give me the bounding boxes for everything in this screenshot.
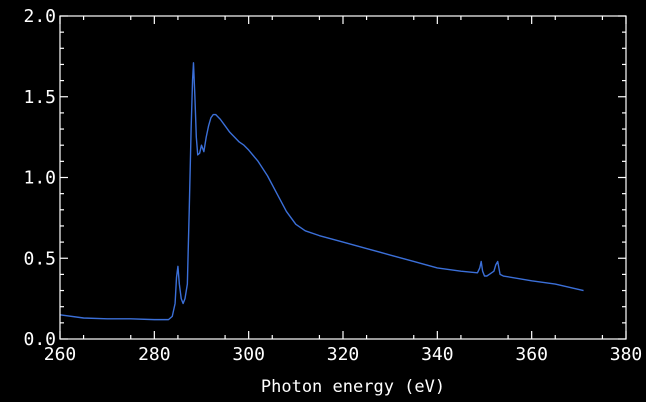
y-tick-label: 1.5 [23,87,56,108]
y-tick-label: 0.5 [23,248,56,269]
y-tick-label: 0.0 [23,329,56,350]
series-layer [59,62,584,321]
x-tick-label: 260 [44,344,77,365]
plot-frame [59,15,627,340]
x-tick-label: 320 [327,344,360,365]
x-axis-title: Photon energy (eV) [261,377,445,397]
series-line [59,62,584,321]
x-tick-label: 360 [515,344,548,365]
x-tick-label: 300 [232,344,265,365]
y-tick-label: 2.0 [23,6,56,27]
x-tick-label: 380 [610,344,643,365]
labels-layer: 260 280 300 320 340 360 380 0.0 0.5 1.0 1.5 2.0 [23,6,642,365]
y-tick-label: 1.0 [23,168,56,189]
x-tick-label: 280 [138,344,171,365]
x-tick-label: 340 [421,344,454,365]
